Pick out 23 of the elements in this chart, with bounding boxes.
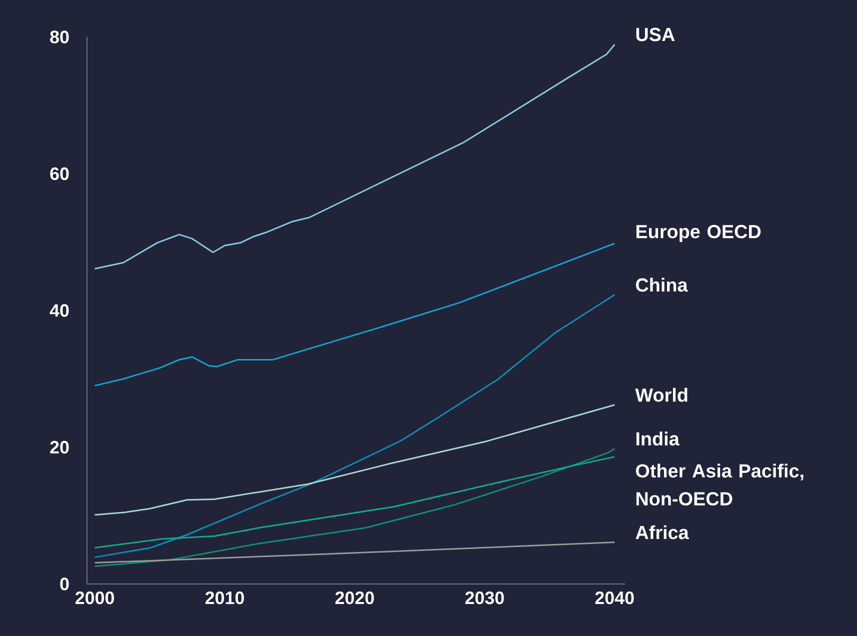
x-tick-label: 2030 (465, 591, 504, 604)
y-tick-label: 60 (50, 167, 69, 180)
y-tick-label: 20 (50, 440, 69, 454)
series-label: Other Asia Pacific, Non-OECD (636, 464, 804, 506)
y-tick-label: 40 (50, 304, 69, 317)
line-series (94, 294, 616, 558)
y-tick-label: 80 (50, 30, 69, 44)
series-label: World (635, 388, 688, 402)
x-tick-label: 2040 (595, 591, 634, 604)
line-series (94, 404, 616, 516)
series-label: USA (636, 28, 675, 42)
x-tick-label: 2020 (335, 591, 374, 604)
line-series (94, 456, 616, 548)
x-tick-label: 2010 (205, 591, 244, 604)
series-label: India (636, 432, 680, 446)
line-series (94, 44, 616, 270)
y-tick-label: 0 (60, 578, 69, 590)
line-series (94, 242, 616, 386)
series-label: Africa (636, 525, 689, 540)
series-label: China (636, 278, 688, 292)
line-series (94, 448, 616, 567)
x-tick-label: 2000 (75, 591, 114, 604)
series-label: Europe OECD (636, 224, 761, 242)
